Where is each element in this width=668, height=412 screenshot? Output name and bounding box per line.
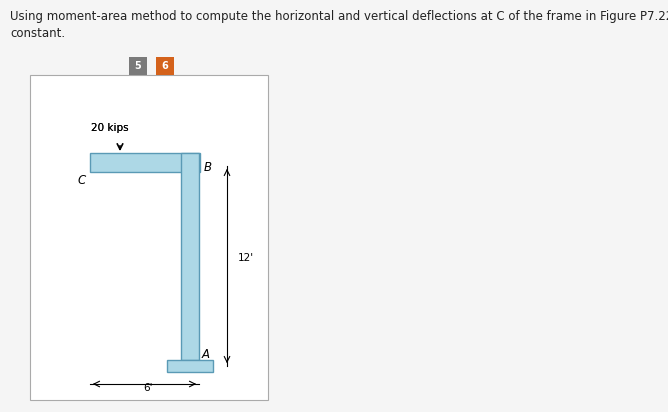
Text: 20 kips: 20 kips: [91, 123, 129, 133]
Text: Using moment-area method to compute the horizontal and vertical deflections at C: Using moment-area method to compute the …: [10, 10, 668, 40]
Text: 12': 12': [238, 253, 254, 263]
Bar: [167, 360, 213, 372]
Text: C: C: [78, 173, 86, 187]
Bar: [90, 153, 200, 172]
Text: B: B: [204, 161, 212, 173]
Text: A: A: [202, 347, 210, 360]
Bar: [156, 57, 174, 75]
Bar: [30, 75, 268, 400]
Bar: [181, 153, 199, 360]
Text: 20 kips: 20 kips: [91, 123, 129, 133]
Text: 5: 5: [135, 61, 142, 71]
Text: 6': 6': [143, 383, 153, 393]
Text: 6: 6: [162, 61, 168, 71]
Bar: [129, 57, 147, 75]
